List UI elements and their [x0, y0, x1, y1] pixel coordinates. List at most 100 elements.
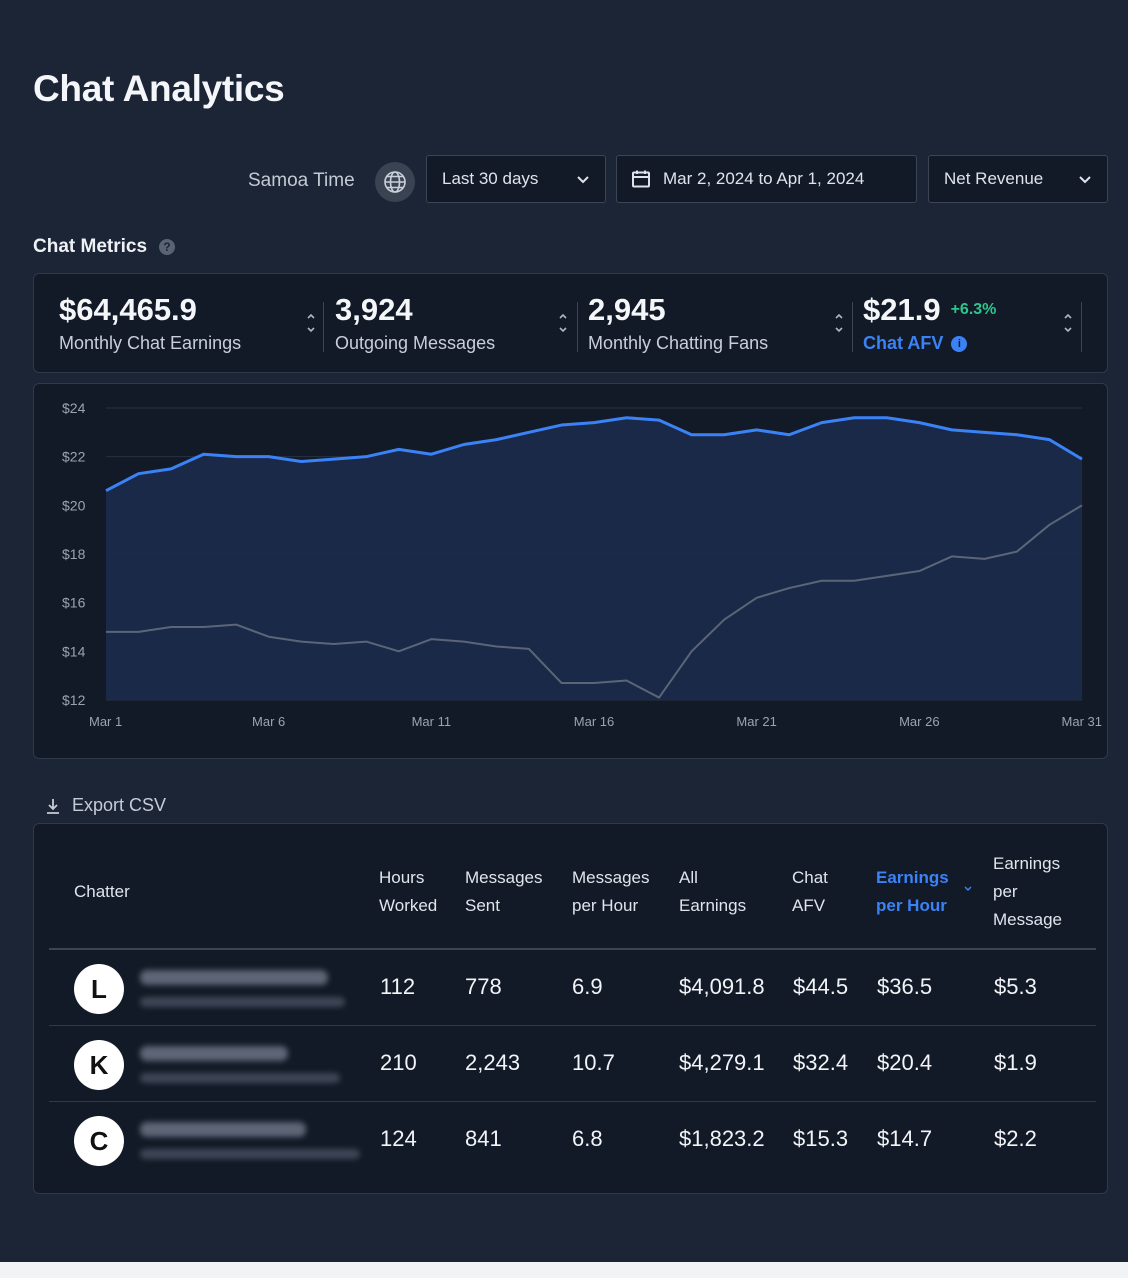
metric-outgoing-messages[interactable]: 3,924 Outgoing Messages [335, 274, 585, 374]
cell-epm: $2.2 [994, 1126, 1037, 1151]
cell-hours: 124 [380, 1126, 417, 1151]
metric-label: Monthly Chat Earnings [59, 333, 242, 353]
table-header-divider [49, 948, 1096, 950]
range-dropdown[interactable]: Last 30 days [426, 155, 606, 203]
col-chatter[interactable]: Chatter [74, 882, 130, 901]
cell-afv: $15.3 [793, 1126, 849, 1151]
metric-label: Outgoing Messages [335, 333, 496, 353]
page-bottom-edge [0, 1262, 1128, 1278]
metric-divider [852, 302, 853, 352]
globe-icon [384, 171, 406, 193]
export-csv-button[interactable]: Export CSV [44, 795, 166, 816]
sort-icon[interactable] [834, 310, 844, 336]
timezone-button[interactable] [375, 162, 415, 202]
x-tick-label: Mar 26 [899, 714, 939, 729]
y-tick-label: $18 [62, 546, 86, 562]
metric-value: 3,924 [335, 292, 413, 327]
table-row[interactable]: K 210 2,243 10.7 $4,279.1 $32.4 $20.4 $1… [49, 1026, 1096, 1102]
metric-label: Monthly Chatting Fans [588, 333, 769, 353]
download-icon [47, 798, 59, 814]
date-range-label: Mar 2, 2024 to Apr 1, 2024 [663, 169, 865, 188]
table-row[interactable]: L 112 778 6.9 $4,091.8 $44.5 $36.5 $5.3 [49, 950, 1096, 1026]
export-csv-label: Export CSV [72, 795, 167, 815]
x-tick-label: Mar 6 [252, 714, 285, 729]
metric-value-row: $21.9 +6.3% [863, 292, 996, 328]
col-messages-sent[interactable]: Messages Sent [465, 868, 543, 915]
metrics-card: $64,465.9 Monthly Chat Earnings 3,924 Ou… [33, 273, 1108, 373]
metric-chat-earnings[interactable]: $64,465.9 Monthly Chat Earnings [59, 274, 329, 374]
info-icon[interactable]: i [951, 335, 968, 352]
avatar: L [74, 964, 124, 1014]
metric-dropdown-label: Net Revenue [944, 169, 1044, 188]
metric-chat-afv[interactable]: $21.9 +6.3% Chat AFV i [863, 274, 1108, 374]
chatter-table: Chatter Hours Worked Messages Sent Message… [33, 823, 1108, 1194]
metric-label: Chat AFV [863, 333, 944, 353]
cell-messages: 841 [465, 1126, 502, 1151]
cell-eph: $36.5 [877, 974, 933, 999]
y-tick-label: $20 [62, 497, 86, 513]
col-messages-per-hour[interactable]: Messages per Hour [572, 868, 650, 915]
filter-bar: Samoa Time Last 30 days Mar 2, 2024 to A… [0, 155, 1128, 203]
avatar: K [74, 1040, 124, 1090]
y-tick-label: $16 [62, 595, 86, 611]
metric-divider [323, 302, 324, 352]
series-area-fill [106, 417, 1082, 700]
redacted-email [140, 1073, 340, 1083]
help-icon[interactable]: ? [159, 239, 176, 255]
metric-delta: +6.3% [950, 301, 997, 318]
timezone-label: Samoa Time [248, 170, 355, 191]
col-chat-afv[interactable]: Chat AFV [792, 868, 828, 915]
metric-divider [577, 302, 578, 352]
cell-hours: 210 [380, 1050, 417, 1075]
cell-afv: $44.5 [793, 974, 849, 999]
x-tick-label: Mar 1 [89, 714, 122, 729]
sort-icon[interactable] [306, 310, 316, 336]
calendar-icon [632, 170, 650, 188]
cell-afv: $32.4 [793, 1050, 849, 1075]
sort-icon[interactable] [558, 310, 568, 336]
cell-earnings: $4,279.1 [679, 1050, 765, 1075]
primary-series-line [105, 416, 1083, 493]
chat-metrics-heading: Chat Metrics ? [33, 236, 176, 258]
x-tick-label: Mar 31 [1062, 714, 1102, 729]
redacted-email [140, 1149, 360, 1159]
redacted-name [140, 1046, 288, 1061]
y-tick-label: $14 [62, 643, 86, 659]
col-earnings-per-message[interactable]: Earnings per Message [993, 854, 1062, 929]
range-dropdown-label: Last 30 days [442, 169, 539, 188]
chevron-down-icon [1079, 176, 1091, 184]
chevron-down-icon [577, 176, 589, 184]
sort-desc-icon[interactable] [964, 884, 972, 892]
chart-card: $12 $14 $16 $18 $20 $22 $24 Mar 1 Mar 6 Mar 11 Mar… [33, 383, 1108, 759]
metric-dropdown[interactable]: Net Revenue [928, 155, 1108, 203]
page-title: Chat Analytics [33, 68, 285, 109]
cell-per-hour: 6.8 [572, 1126, 603, 1151]
metric-chatting-fans[interactable]: 2,945 Monthly Chatting Fans [588, 274, 853, 374]
col-all-earnings[interactable]: All Earnings [679, 868, 747, 915]
cell-messages: 778 [465, 974, 502, 999]
cell-epm: $1.9 [994, 1050, 1037, 1075]
metric-divider [1081, 302, 1082, 352]
redacted-email [140, 997, 345, 1007]
redacted-name [140, 1122, 306, 1137]
cell-earnings: $1,823.2 [679, 1126, 765, 1151]
avatar: C [74, 1116, 124, 1166]
col-earnings-per-hour[interactable]: Earnings per Hour [876, 868, 949, 915]
x-tick-label: Mar 21 [736, 714, 776, 729]
metric-value: 2,945 [588, 292, 666, 327]
metric-value: $21.9 [863, 292, 941, 327]
cell-eph: $14.7 [877, 1126, 933, 1151]
table-row[interactable]: C 124 841 6.8 $1,823.2 $15.3 $14.7 $2.2 [49, 1102, 1096, 1178]
cell-eph: $20.4 [877, 1050, 933, 1075]
cell-per-hour: 6.9 [572, 974, 603, 999]
col-hours-worked[interactable]: Hours Worked [379, 868, 438, 915]
y-tick-label: $12 [62, 692, 86, 708]
afv-line-chart: $12 $14 $16 $18 $20 $22 $24 Mar 1 Mar 6 Mar 11 Mar… [62, 400, 1102, 729]
secondary-series-line [106, 504, 1083, 699]
redacted-name [140, 970, 328, 985]
date-range-picker[interactable]: Mar 2, 2024 to Apr 1, 2024 [616, 155, 917, 203]
cell-hours: 112 [380, 974, 416, 999]
sort-icon[interactable] [1063, 310, 1073, 336]
y-tick-label: $24 [62, 400, 86, 416]
cell-earnings: $4,091.8 [679, 974, 765, 999]
